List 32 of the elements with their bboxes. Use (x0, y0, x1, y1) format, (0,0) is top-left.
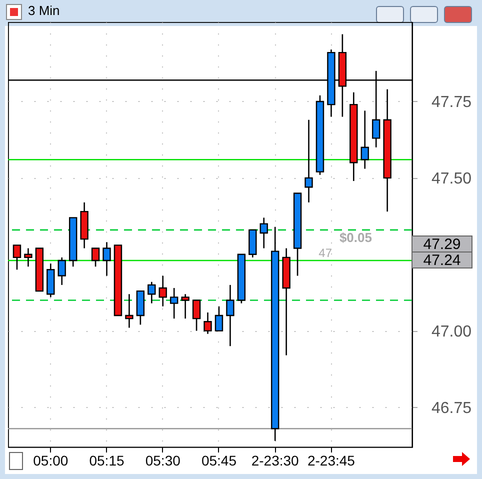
candlestick (158, 275, 167, 308)
text: 47.24 (423, 252, 461, 269)
candlestick (148, 281, 156, 304)
annotation: $0.05 (339, 230, 372, 245)
candlestick (360, 110, 369, 170)
y-tick-label: 47.50 (432, 170, 472, 188)
candlestick (214, 306, 224, 332)
candlestick (204, 312, 212, 335)
candlestick (24, 248, 32, 268)
candlestick (12, 244, 22, 270)
annotation: 47 (318, 246, 332, 260)
text: 47.29 (423, 236, 461, 253)
candlestick (91, 248, 100, 268)
candlestick (181, 293, 190, 320)
candlestick (304, 119, 313, 204)
y-tick-label: 46.75 (432, 400, 472, 417)
y-tick-label: 47.00 (432, 323, 472, 340)
x-tick-label: 2-23:30 (251, 452, 300, 468)
x-tick-label: 05:00 (33, 452, 68, 468)
chart-title: 3 Min (28, 3, 60, 18)
candlestick (102, 241, 111, 276)
x-tick-label: 05:45 (201, 452, 237, 468)
candlestick (192, 300, 201, 332)
y-tick-label: 47.75 (432, 94, 472, 111)
x-tick-label: 05:30 (145, 452, 181, 468)
x-tick-label: 2-23:45 (307, 452, 356, 468)
candlestick (260, 217, 268, 249)
candlestick (226, 284, 234, 347)
candlestick (170, 287, 178, 320)
candlestick (58, 256, 66, 286)
x-tick-label: 05:15 (89, 452, 124, 468)
candlestick (125, 293, 134, 328)
